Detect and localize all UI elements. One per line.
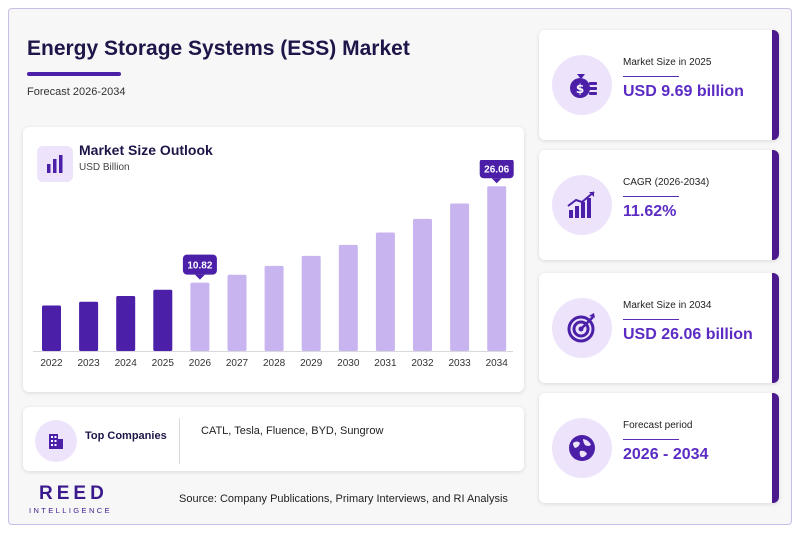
- building-icon: [35, 420, 77, 462]
- x-tick-label: 2029: [300, 358, 323, 369]
- target-icon: [552, 298, 612, 358]
- svg-text:26.06: 26.06: [484, 164, 509, 175]
- companies-card: [23, 407, 524, 471]
- bar-2029: [301, 255, 321, 351]
- data-label-2026: 10.82: [182, 254, 217, 280]
- x-tick-label: 2028: [263, 358, 286, 369]
- x-tick-label: 2024: [115, 358, 138, 369]
- stat-value: USD 9.69 billion: [623, 83, 744, 100]
- stat-card-forecast-period: Forecast period 2026 - 2034: [539, 393, 779, 503]
- x-tick-label: 2023: [77, 358, 100, 369]
- x-tick-label: 2032: [411, 358, 434, 369]
- bar-chart-icon: [37, 146, 73, 182]
- stat-card-cagr: CAGR (2026-2034) 11.62%: [539, 150, 779, 260]
- bar-2023: [79, 301, 99, 351]
- page-title: Energy Storage Systems (ESS) Market: [27, 37, 410, 60]
- money-bag-icon: $: [552, 55, 612, 115]
- globe-icon: [552, 418, 612, 478]
- x-tick-label: 2027: [226, 358, 249, 369]
- x-tick-label: 2030: [337, 358, 360, 369]
- stat-divider: [623, 439, 679, 440]
- bar-2033: [450, 203, 470, 351]
- x-tick-label: 2022: [40, 358, 63, 369]
- stat-divider: [623, 319, 679, 320]
- bar-2028: [264, 265, 284, 351]
- companies-divider: [179, 418, 180, 464]
- x-tick-label: 2026: [189, 358, 212, 369]
- growth-chart-icon: [552, 175, 612, 235]
- x-tick-label: 2034: [486, 358, 509, 369]
- stat-divider: [623, 196, 679, 197]
- stat-card-market-2034: Market Size in 2034 USD 26.06 billion: [539, 273, 779, 383]
- stat-value: 11.62%: [623, 203, 677, 220]
- bar-2024: [116, 296, 136, 351]
- x-tick-label: 2033: [448, 358, 471, 369]
- companies-label: Top Companies: [85, 430, 167, 442]
- bar-2026: [190, 282, 210, 351]
- bar-chart: 2022 2023 2024 2025 2026 2027 2028 2029 2030 2031…: [33, 160, 514, 369]
- stat-value: USD 26.06 billion: [623, 326, 753, 343]
- bar-2022: [42, 305, 61, 351]
- title-underline: [27, 72, 121, 76]
- stat-card-market-2025: $ Market Size in 2025 USD 9.69 billion: [539, 30, 779, 140]
- bar-2031: [375, 232, 395, 351]
- stat-label: CAGR (2026-2034): [623, 177, 710, 188]
- stat-label: Forecast period: [623, 420, 693, 431]
- stat-label: Market Size in 2025: [623, 57, 712, 68]
- bar-2027: [227, 274, 247, 351]
- data-label-2034: 26.06: [479, 160, 514, 184]
- chart-title: Market Size Outlook: [79, 142, 213, 158]
- stat-label: Market Size in 2034: [623, 300, 712, 311]
- svg-text:$: $: [576, 82, 584, 96]
- bar-2032: [413, 218, 432, 351]
- page-subtitle: Forecast 2026-2034: [27, 86, 126, 98]
- x-tick-label: 2031: [374, 358, 397, 369]
- source-note: Source: Company Publications, Primary In…: [179, 493, 508, 505]
- bar-2034: [487, 186, 507, 351]
- x-tick-label: 2025: [152, 358, 175, 369]
- bar-2030: [338, 244, 358, 351]
- stat-divider: [623, 76, 679, 77]
- stat-value: 2026 - 2034: [623, 446, 709, 463]
- logo-tagline: INTELLIGENCE: [29, 506, 112, 515]
- svg-text:10.82: 10.82: [187, 261, 212, 272]
- logo-wordmark: REED: [39, 483, 108, 504]
- chart-unit: USD Billion: [79, 162, 130, 173]
- bar-2025: [153, 289, 173, 351]
- companies-list: CATL, Tesla, Fluence, BYD, Sungrow: [201, 425, 384, 437]
